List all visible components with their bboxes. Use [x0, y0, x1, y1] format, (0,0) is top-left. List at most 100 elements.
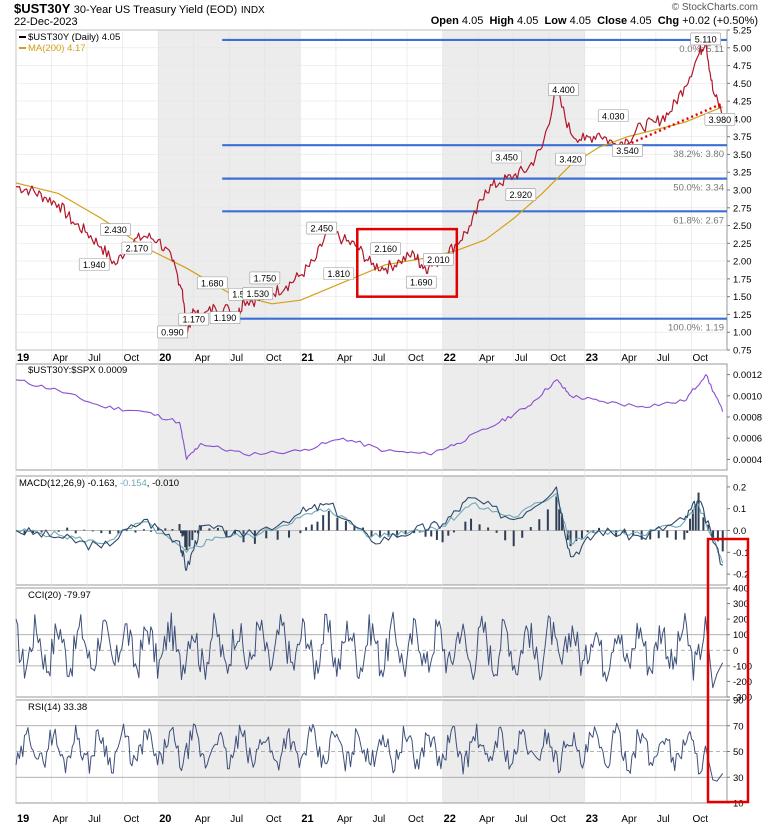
- price-annotation-label: 1.690: [410, 278, 433, 288]
- macd-line: [15, 486, 723, 572]
- x-tick-label: Oct: [550, 353, 566, 364]
- x-tick-label: Oct: [266, 353, 282, 364]
- rsi-line: [15, 722, 724, 782]
- y-tick-label: 0.0004: [733, 455, 762, 466]
- chart-symbol: $UST30Y 30-Year US Treasury Yield (EOD) …: [14, 1, 265, 16]
- y-tick-label: 2.00: [733, 257, 752, 268]
- price-annotation-label: 2.010: [427, 255, 450, 265]
- price-annotation-label: 1.940: [83, 260, 106, 270]
- macd-signal-line: [15, 492, 724, 564]
- highlight-box: [356, 227, 459, 298]
- y-tick-label: -100: [733, 661, 752, 672]
- ohlc-readout: Open 4.05 High 4.05 Low 4.05 Close 4.05 …: [430, 15, 758, 27]
- x-tick-label: 23: [586, 352, 598, 364]
- price-annotation-box: [178, 312, 210, 326]
- x-tick-label: 21: [301, 352, 313, 364]
- x-tick-label: 22: [444, 813, 456, 825]
- x-tick-label: Jul: [515, 353, 528, 364]
- price-annotation-box: [196, 276, 228, 290]
- x-tick-label: Oct: [124, 353, 140, 364]
- ma200-line: [15, 106, 723, 305]
- y-tick-label: 0.0010: [733, 391, 762, 402]
- y-tick-label: 1.50: [733, 292, 752, 303]
- x-tick-label: 20: [159, 813, 171, 825]
- price-annotation-label: 0.990: [161, 327, 184, 337]
- x-tick-label: Apr: [53, 814, 69, 825]
- price-annotation-box: [505, 188, 537, 201]
- x-tick-label: Jul: [657, 814, 670, 825]
- y-tick-label: 50: [733, 747, 744, 758]
- legend-signal: -0.154: [120, 478, 147, 489]
- price-annotation-box: [423, 253, 454, 266]
- y-tick-label: 2.25: [733, 239, 752, 250]
- y-tick-label: 2.50: [733, 221, 752, 232]
- x-tick-label: Apr: [337, 814, 353, 825]
- y-tick-label: 400: [733, 584, 749, 595]
- chart-date: 22-Dec-2023: [14, 16, 78, 28]
- price-annotation-label: 1.680: [201, 278, 224, 288]
- fib-level-label: 61.8%: 2.67: [673, 215, 724, 226]
- y-tick-label: 4.00: [733, 114, 752, 125]
- y-tick-label: 4.75: [733, 61, 752, 72]
- y-tick-label: 2.75: [733, 203, 752, 214]
- price-annotation-label: 4.030: [602, 111, 625, 121]
- price-annotation-label: 5.110: [695, 34, 717, 44]
- price-annotation-box: [209, 311, 241, 325]
- fib-level-label: 100.0%: 1.19: [668, 323, 724, 334]
- price-annotation-box: [157, 325, 188, 339]
- y-tick-label: 10: [733, 799, 744, 810]
- chart-description: 30-Year US Treasury Yield (EOD): [73, 4, 238, 16]
- y-tick-label: -0.1: [733, 548, 749, 559]
- exchange-label: INDX: [240, 5, 265, 16]
- price-annotation-label: 2.170: [126, 244, 149, 254]
- legend-rsi: RSI(14) 33.38: [28, 702, 87, 713]
- x-tick-label: Jul: [88, 353, 101, 364]
- price-annotation-label: 1.170: [182, 315, 205, 325]
- price-annotation-label: 3.450: [495, 153, 518, 163]
- y-tick-label: -0.2: [733, 570, 749, 581]
- y-tick-label: 5.25: [733, 26, 752, 37]
- price-annotation-box: [370, 242, 402, 256]
- y-tick-label: 200: [733, 615, 749, 626]
- x-tick-label: Apr: [337, 353, 353, 364]
- legend-ratio: $UST30Y:$SPX 0.0009: [28, 365, 127, 376]
- y-tick-label: 300: [733, 599, 749, 610]
- x-tick-label: Jul: [88, 814, 101, 825]
- x-tick-label: 21: [301, 813, 313, 825]
- x-tick-label: 19: [17, 813, 29, 825]
- price-annotation-box: [405, 275, 437, 289]
- cci-line: [15, 611, 724, 689]
- brand-watermark: © StockCharts.com: [671, 2, 758, 13]
- ratio-line: [15, 374, 724, 460]
- price-annotation-box: [306, 221, 338, 235]
- price-annotation-box: [491, 150, 522, 164]
- price-annotation-label: 2.430: [104, 225, 127, 235]
- x-tick-label: Apr: [479, 353, 495, 364]
- price-annotation-label: 3.420: [559, 155, 582, 165]
- x-tick-label: 20: [159, 352, 171, 364]
- y-tick-label: 0.1: [733, 504, 746, 515]
- price-annotation-label: 1.810: [328, 269, 351, 279]
- price-annotation-box: [548, 83, 579, 96]
- x-tick-label: Jul: [230, 814, 243, 825]
- price-annotation-box: [242, 287, 274, 300]
- y-tick-label: 0.0: [733, 526, 746, 537]
- price-annotation-box: [323, 267, 355, 280]
- y-tick-label: 3.25: [733, 168, 752, 179]
- y-tick-label: 100: [733, 630, 749, 641]
- x-tick-label: Jul: [657, 353, 670, 364]
- price-annotation-label: 3.540: [616, 146, 639, 156]
- legend-cci: CCI(20) -79.97: [28, 590, 91, 601]
- x-tick-label: Oct: [408, 353, 424, 364]
- price-annotation-label: 2.450: [310, 224, 333, 234]
- y-tick-label: -300: [733, 693, 752, 704]
- price-annotation-box: [249, 271, 281, 285]
- y-tick-label: 1.25: [733, 310, 752, 321]
- price-annotation-box: [690, 32, 721, 46]
- x-tick-label: Oct: [266, 814, 282, 825]
- y-tick-label: 4.50: [733, 79, 752, 90]
- y-tick-label: 3.75: [733, 132, 752, 143]
- x-tick-label: Jul: [230, 353, 243, 364]
- legend-macd: MACD(12,26,9) -0.163, -0.154, -0.010: [19, 478, 179, 489]
- x-tick-label: 23: [586, 813, 598, 825]
